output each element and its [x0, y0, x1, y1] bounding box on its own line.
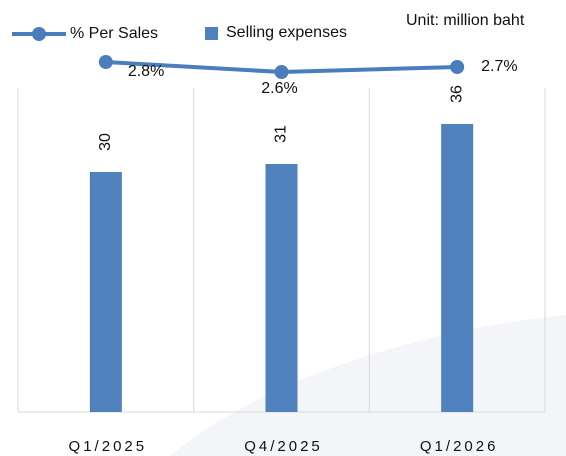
line-marker — [274, 65, 289, 79]
line-marker — [98, 55, 113, 69]
bar — [441, 124, 474, 412]
x-tick-label: Q1/2025 — [69, 438, 148, 455]
legend-marker — [32, 27, 46, 41]
unit-annotation: Unit: million baht — [406, 12, 525, 29]
bar-value-label: 36 — [448, 85, 465, 103]
bar — [265, 164, 298, 412]
legend-swatch — [205, 27, 218, 40]
x-tick-label: Q4/2025 — [244, 438, 323, 455]
bar-value-label: 30 — [97, 133, 114, 151]
line-value-label: 2.7% — [481, 58, 517, 75]
background-shape — [170, 315, 566, 456]
legend-label: Selling expenses — [226, 24, 347, 41]
bar-value-label: 31 — [273, 125, 290, 143]
x-tick-label: Q1/2026 — [420, 438, 499, 455]
line-value-label: 2.6% — [261, 80, 297, 97]
legend-label: % Per Sales — [70, 25, 158, 42]
line-value-label: 2.8% — [128, 63, 164, 80]
line-marker — [450, 60, 465, 74]
bar — [89, 172, 122, 412]
